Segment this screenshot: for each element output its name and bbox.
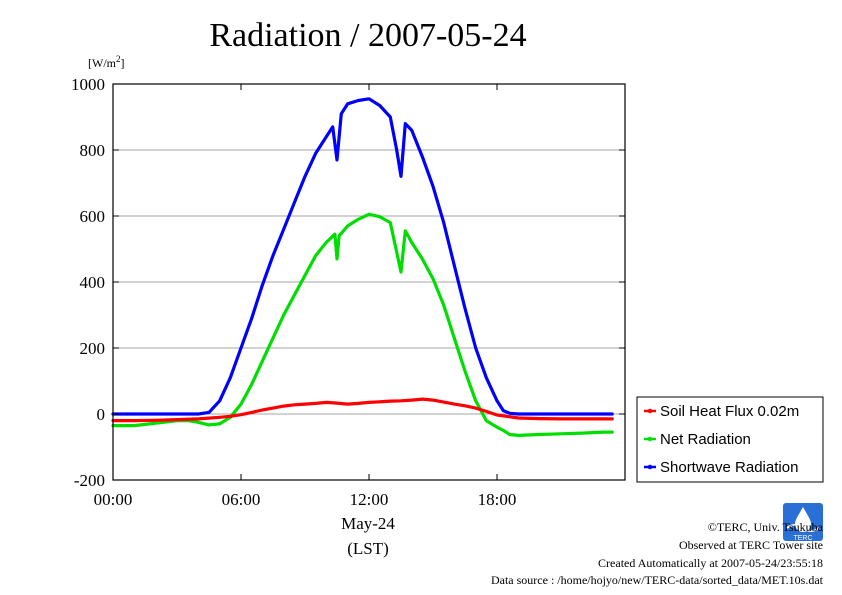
legend-label: Net Radiation — [660, 431, 751, 448]
series-line-1 — [111, 397, 614, 423]
x-axis: 00:00 06:00 12:00 18:00 — [94, 84, 517, 509]
legend-marker — [647, 408, 653, 414]
x-tick-label: 06:00 — [222, 490, 261, 509]
y-tick-label: 1000 — [71, 75, 105, 94]
legend-marker — [647, 436, 653, 442]
grid-lines — [113, 149, 625, 415]
legend-label: Shortwave Radiation — [660, 459, 798, 476]
x-axis-label: May-24 — [341, 514, 395, 533]
legend-box — [636, 396, 824, 483]
credit-observed: Observed at TERC Tower site — [679, 538, 823, 552]
series-line-2 — [111, 212, 614, 437]
terc-logo: TERC — [783, 503, 823, 542]
wave-icon — [786, 524, 820, 532]
y-axis: -200 0 200 400 600 800 1000 — [71, 75, 625, 490]
x-tick-label: 18:00 — [478, 490, 517, 509]
series-layer — [111, 97, 614, 437]
series-line-3 — [111, 97, 614, 416]
y-tick-label: 0 — [97, 405, 106, 424]
credit-created: Created Automatically at 2007-05-24/23:5… — [598, 556, 823, 570]
y-tick-label: 800 — [80, 141, 106, 160]
y-tick-label: 200 — [80, 339, 106, 358]
legend-marker — [647, 464, 653, 470]
y-tick-label: 600 — [80, 207, 106, 226]
x-axis-sublabel: (LST) — [347, 539, 389, 558]
y-axis-label: [W/m2] — [88, 54, 125, 70]
x-tick-label: 12:00 — [350, 490, 389, 509]
credit-source: Data source : /home/hojyo/new/TERC-data/… — [491, 573, 824, 587]
legend-label: Soil Heat Flux 0.02m — [660, 403, 799, 420]
y-tick-label: -200 — [74, 471, 105, 490]
credit-org: ©TERC, Univ. Tsukuba — [708, 520, 824, 534]
logo-text: TERC — [793, 535, 812, 542]
legend: Soil Heat Flux 0.02m Net Radiation Shortwa… — [636, 396, 824, 483]
chart-title: Radiation / 2007-05-24 — [209, 17, 526, 54]
y-tick-label: 400 — [80, 273, 106, 292]
x-tick-label: 00:00 — [94, 490, 133, 509]
